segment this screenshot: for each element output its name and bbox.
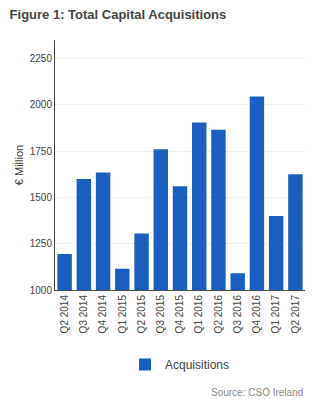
svg-text:Q2 2017: Q2 2017 xyxy=(290,295,301,334)
svg-text:1000: 1000 xyxy=(30,285,53,296)
svg-text:Q1 2015: Q1 2015 xyxy=(117,295,128,334)
svg-text:€ Million: € Million xyxy=(13,145,25,185)
svg-text:Q3 2016: Q3 2016 xyxy=(232,295,243,334)
svg-text:2000: 2000 xyxy=(30,99,53,110)
svg-text:Q2 2016: Q2 2016 xyxy=(213,295,224,334)
svg-text:Q1 2016: Q1 2016 xyxy=(193,295,204,334)
svg-text:Acquisitions: Acquisitions xyxy=(165,358,229,372)
svg-text:Q2 2015: Q2 2015 xyxy=(136,295,147,334)
svg-text:Q3 2014: Q3 2014 xyxy=(78,295,89,334)
svg-text:Q1 2017: Q1 2017 xyxy=(270,295,281,334)
svg-text:1250: 1250 xyxy=(30,238,53,249)
svg-text:Q4 2014: Q4 2014 xyxy=(97,295,108,334)
svg-text:Figure 1: Total Capital Acquis: Figure 1: Total Capital Acquisitions xyxy=(10,7,227,22)
svg-text:1750: 1750 xyxy=(30,146,53,157)
svg-text:1500: 1500 xyxy=(30,192,53,203)
svg-text:Q2 2014: Q2 2014 xyxy=(59,295,70,334)
svg-text:Q4 2015: Q4 2015 xyxy=(174,295,185,334)
svg-text:2250: 2250 xyxy=(30,53,53,64)
svg-text:Source: CSO Ireland: Source: CSO Ireland xyxy=(211,387,303,398)
svg-text:Q3 2015: Q3 2015 xyxy=(155,295,166,334)
svg-text:Q4 2016: Q4 2016 xyxy=(251,295,262,334)
